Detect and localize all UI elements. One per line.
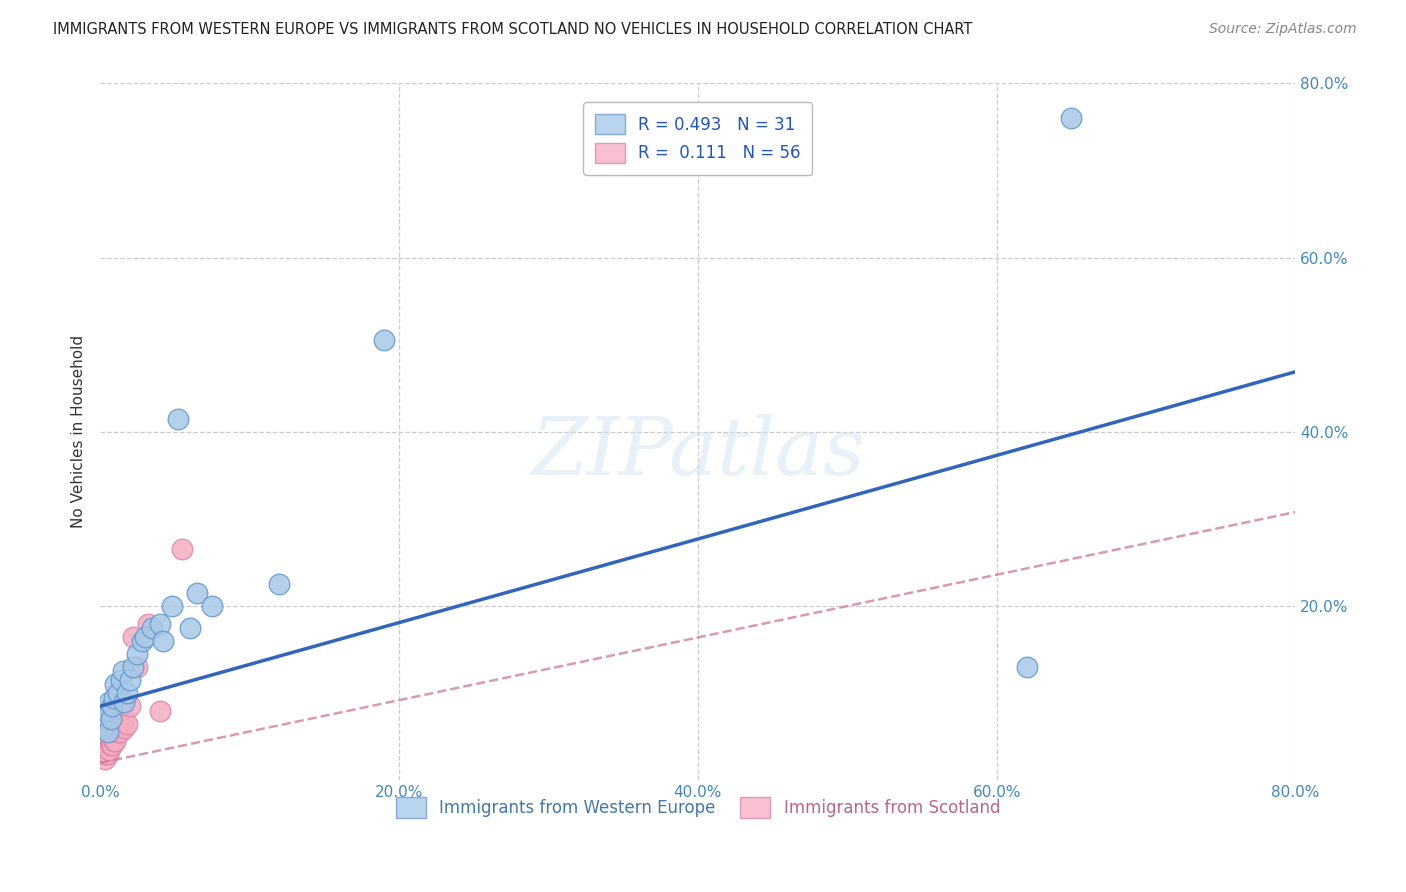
Point xyxy=(201,599,224,613)
Point xyxy=(93,751,115,765)
Point xyxy=(134,630,156,644)
Text: Source: ZipAtlas.com: Source: ZipAtlas.com xyxy=(1209,22,1357,37)
Point xyxy=(172,542,194,557)
Point xyxy=(93,734,115,748)
Point xyxy=(94,704,117,718)
Point xyxy=(111,665,134,679)
Point xyxy=(90,739,112,753)
Point xyxy=(97,730,120,744)
Point xyxy=(112,721,135,735)
Text: IMMIGRANTS FROM WESTERN EUROPE VS IMMIGRANTS FROM SCOTLAND NO VEHICLES IN HOUSEH: IMMIGRANTS FROM WESTERN EUROPE VS IMMIGR… xyxy=(53,22,973,37)
Point xyxy=(373,334,395,348)
Point xyxy=(127,647,149,661)
Point xyxy=(91,747,114,761)
Point xyxy=(93,708,115,723)
Point xyxy=(94,725,117,739)
Point xyxy=(108,725,131,739)
Point xyxy=(107,712,129,726)
Point xyxy=(100,739,122,753)
Point xyxy=(100,712,122,726)
Point xyxy=(111,708,134,723)
Point xyxy=(152,634,174,648)
Point xyxy=(94,739,117,753)
Point xyxy=(179,621,201,635)
Point xyxy=(118,699,141,714)
Point xyxy=(97,716,120,731)
Point xyxy=(118,673,141,687)
Point xyxy=(90,721,112,735)
Point xyxy=(110,673,132,687)
Point xyxy=(115,686,138,700)
Point xyxy=(127,660,149,674)
Point xyxy=(91,721,114,735)
Point xyxy=(122,630,145,644)
Point xyxy=(98,695,121,709)
Point xyxy=(100,725,122,739)
Point xyxy=(104,734,127,748)
Text: ZIPatlas: ZIPatlas xyxy=(531,414,865,491)
Point xyxy=(100,712,122,726)
Point xyxy=(160,599,183,613)
Point xyxy=(104,721,127,735)
Y-axis label: No Vehicles in Household: No Vehicles in Household xyxy=(72,335,86,528)
Point xyxy=(91,704,114,718)
Point xyxy=(115,716,138,731)
Point xyxy=(90,730,112,744)
Point xyxy=(149,704,172,718)
Point xyxy=(91,712,114,726)
Point xyxy=(101,739,124,753)
Point xyxy=(93,743,115,757)
Point xyxy=(269,577,291,591)
Point xyxy=(103,690,125,705)
Point xyxy=(103,734,125,748)
Point xyxy=(101,712,124,726)
Point xyxy=(104,677,127,691)
Point xyxy=(98,730,121,744)
Point xyxy=(91,739,114,753)
Point xyxy=(94,716,117,731)
Point xyxy=(97,708,120,723)
Point xyxy=(91,721,114,735)
Point xyxy=(97,725,120,739)
Point xyxy=(1015,660,1038,674)
Point xyxy=(97,747,120,761)
Point xyxy=(122,660,145,674)
Point xyxy=(186,586,208,600)
Point xyxy=(98,721,121,735)
Legend: Immigrants from Western Europe, Immigrants from Scotland: Immigrants from Western Europe, Immigran… xyxy=(389,790,1007,824)
Point xyxy=(131,634,153,648)
Point xyxy=(136,616,159,631)
Point xyxy=(104,708,127,723)
Point xyxy=(94,708,117,723)
Point xyxy=(1060,112,1083,126)
Point xyxy=(149,616,172,631)
Point xyxy=(107,686,129,700)
Point xyxy=(105,721,128,735)
Point xyxy=(101,699,124,714)
Point xyxy=(166,412,188,426)
Point xyxy=(93,721,115,735)
Point xyxy=(90,716,112,731)
Point xyxy=(93,712,115,726)
Point xyxy=(101,725,124,739)
Point xyxy=(90,725,112,739)
Point xyxy=(98,708,121,723)
Point xyxy=(112,695,135,709)
Point xyxy=(94,747,117,761)
Point xyxy=(107,725,129,739)
Point xyxy=(103,721,125,735)
Point xyxy=(93,725,115,739)
Point xyxy=(91,730,114,744)
Point xyxy=(110,716,132,731)
Point xyxy=(98,743,121,757)
Point xyxy=(97,739,120,753)
Point xyxy=(141,621,163,635)
